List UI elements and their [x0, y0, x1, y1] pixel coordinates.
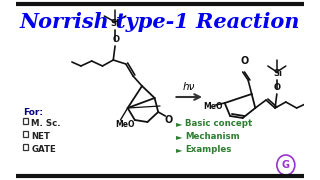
Text: ►: ►	[176, 145, 183, 154]
Text: ►: ►	[176, 119, 183, 128]
Text: O: O	[112, 35, 119, 44]
Text: Mechanism: Mechanism	[185, 132, 240, 141]
Text: ►: ►	[176, 132, 183, 141]
Bar	[23, 131, 28, 136]
Text: MeO: MeO	[203, 102, 223, 111]
Text: NET: NET	[31, 132, 50, 141]
Text: For:: For:	[23, 108, 44, 117]
Text: Examples: Examples	[185, 145, 232, 154]
Text: hν: hν	[183, 82, 196, 92]
Text: M. Sc.: M. Sc.	[31, 119, 61, 128]
Text: O: O	[273, 83, 280, 92]
Text: Si: Si	[110, 19, 120, 28]
Text: Si: Si	[273, 69, 282, 78]
Text: MeO: MeO	[115, 120, 134, 129]
Text: O: O	[240, 56, 249, 66]
Text: Basic concept: Basic concept	[185, 119, 252, 128]
Text: Norrish type-1 Reaction: Norrish type-1 Reaction	[20, 12, 300, 32]
Text: G: G	[282, 160, 290, 170]
Text: O: O	[165, 115, 173, 125]
Bar	[23, 144, 28, 150]
Bar	[23, 118, 28, 123]
Text: GATE: GATE	[31, 145, 56, 154]
